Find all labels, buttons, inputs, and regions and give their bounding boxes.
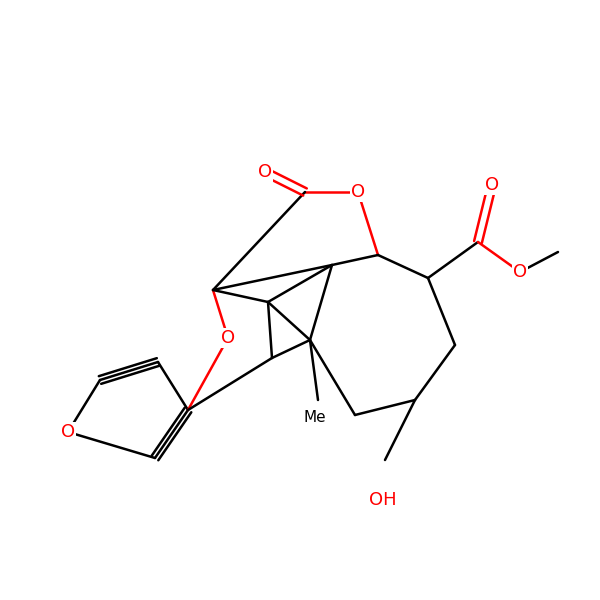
Text: O: O (485, 176, 499, 194)
Text: O: O (61, 423, 75, 441)
Text: O: O (351, 183, 365, 201)
Text: O: O (513, 263, 527, 281)
Text: O: O (258, 163, 272, 181)
Text: O: O (221, 329, 235, 347)
Text: OH: OH (369, 491, 397, 509)
Text: Me: Me (304, 410, 326, 425)
